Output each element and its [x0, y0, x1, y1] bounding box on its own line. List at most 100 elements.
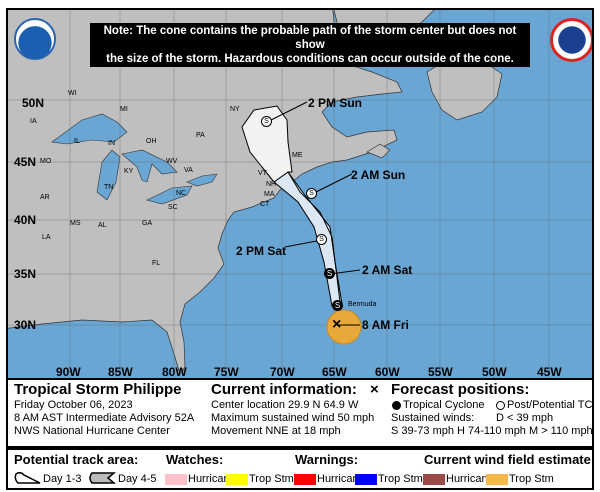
leader-lines [266, 101, 361, 326]
warnings-title: Warnings: [295, 452, 359, 467]
wind-tropstm-label: Trop Stm [509, 473, 554, 485]
state-label: OH [146, 138, 157, 145]
intensity-ranges: S 39-73 mph H 74-110 mph M > 110 mph [391, 425, 593, 437]
state-label: FL [152, 260, 161, 267]
lon-label: 65W [322, 365, 347, 379]
state-label: AL [98, 222, 107, 229]
current-position-x-icon: × [332, 316, 342, 333]
lon-label: 45W [537, 365, 562, 379]
wind-hurricane-label: Hurricane [446, 473, 494, 485]
noaa-logo [14, 18, 56, 60]
lat-label: 35N [14, 267, 37, 281]
place-label-bermuda: Bermuda [348, 301, 377, 308]
track-area-title: Potential track area: [14, 452, 139, 467]
state-label: VT [258, 170, 267, 177]
tropical-storm-marker: S [324, 268, 335, 279]
point-label: 8 AM Fri [362, 318, 409, 332]
state-label: PA [196, 132, 205, 139]
state-label: TN [104, 184, 114, 191]
current-info-title: Current information: [211, 381, 357, 398]
watches-title: Watches: [166, 452, 224, 467]
state-label: IA [30, 118, 37, 125]
state-label: NY [230, 106, 240, 113]
post-tc-icon [496, 401, 505, 410]
lon-label: 55W [428, 365, 453, 379]
lat-label: 30N [14, 318, 37, 332]
legend-panel: Potential track area: Day 1-3 Day 4-5 Wa… [6, 448, 596, 490]
nws-logo [550, 18, 592, 62]
watch-hurricane-label: Hurricane [188, 473, 236, 485]
state-label: IN [108, 140, 115, 147]
state-label: VA [184, 167, 193, 174]
watch-tropstm-label: Trop Stm [249, 473, 294, 485]
movement: Movement NNE at 18 mph [211, 425, 341, 437]
lon-label: 70W [270, 365, 295, 379]
wind-field-trop-stm [326, 309, 362, 345]
state-label: LA [42, 234, 51, 241]
state-label: GA [142, 220, 153, 227]
advisory: 8 AM AST Intermediate Advisory 52A [14, 412, 195, 424]
wind-tropstm-swatch [486, 474, 508, 485]
day45-cone-icon [89, 472, 116, 484]
lon-label: 80W [162, 365, 187, 379]
point-label: 2 PM Sun [308, 96, 363, 110]
note-line: the size of the storm. Hazardous conditi… [106, 53, 514, 65]
wind-field-title: Current wind field estimate: [424, 452, 596, 467]
warn-hurricane-swatch [294, 474, 316, 485]
day13-cone-icon [14, 471, 41, 484]
storm-name: Tropical Storm Philippe [14, 381, 182, 398]
state-label: IL [74, 138, 80, 145]
state-label: MI [120, 106, 128, 113]
center-location: Center location 29.9 N 64.9 W [211, 399, 359, 411]
lon-label: 85W [108, 365, 133, 379]
point-label: 2 PM Sat [236, 244, 287, 258]
lon-label: 50W [482, 365, 507, 379]
day45-label: Day 4-5 [118, 473, 157, 485]
agency: NWS National Hurricane Center [14, 425, 170, 437]
point-label: 2 AM Sat [362, 263, 413, 277]
watch-tropstm-swatch [226, 474, 248, 485]
lat-label: 50N [22, 96, 45, 110]
state-label: KY [124, 168, 134, 175]
note-line: Note: The cone contains the probable pat… [103, 25, 517, 51]
max-wind: Maximum sustained wind 50 mph [211, 412, 375, 424]
watch-hurricane-swatch [165, 474, 187, 485]
state-label: AR [40, 194, 50, 201]
cone-day-4-5 [241, 105, 293, 183]
state-label: WI [68, 90, 77, 97]
state-label: NC [176, 190, 187, 197]
d-range: D < 39 mph [496, 412, 554, 424]
info-panel: Tropical Storm Philippe Friday October 0… [6, 380, 594, 448]
lon-label: 60W [375, 365, 400, 379]
state-label: MO [40, 158, 52, 165]
day13-label: Day 1-3 [43, 473, 82, 485]
lon-label: 75W [214, 365, 239, 379]
tropical-cyclone-icon [392, 401, 401, 410]
cone-note: Note: The cone contains the probable pat… [90, 23, 530, 67]
wind-hurricane-swatch [423, 474, 445, 485]
post-tropical-marker: S [306, 188, 317, 199]
warn-tropstm-label: Trop Stm [378, 473, 423, 485]
sustained-label: Sustained winds: [391, 412, 475, 424]
warn-hurricane-label: Hurricane [317, 473, 365, 485]
state-label: MA [264, 191, 275, 198]
ptc-label: Post/Potential TC [507, 399, 593, 411]
graticule [8, 10, 592, 378]
point-label: 2 AM Sun [351, 168, 406, 182]
state-label: CT [260, 201, 270, 208]
forecast-map: 50N 45N 40N 35N 30N 90W 85W 80W 75W 70W … [6, 8, 594, 380]
date: Friday October 06, 2023 [14, 399, 133, 411]
state-label: MS [70, 220, 81, 227]
tc-label: Tropical Cyclone [403, 399, 485, 411]
forecast-title: Forecast positions: [391, 381, 530, 398]
lat-label: 45N [14, 155, 37, 169]
post-tropical-marker: S [316, 234, 327, 245]
lon-label: 90W [56, 365, 81, 379]
state-label: WV [166, 158, 178, 165]
lat-label: 40N [14, 213, 37, 227]
tropical-storm-marker: S [332, 300, 343, 311]
post-tropical-marker: S [261, 116, 272, 127]
state-label: SC [168, 204, 178, 211]
state-label: NH [266, 181, 277, 188]
state-label: ME [292, 152, 303, 159]
